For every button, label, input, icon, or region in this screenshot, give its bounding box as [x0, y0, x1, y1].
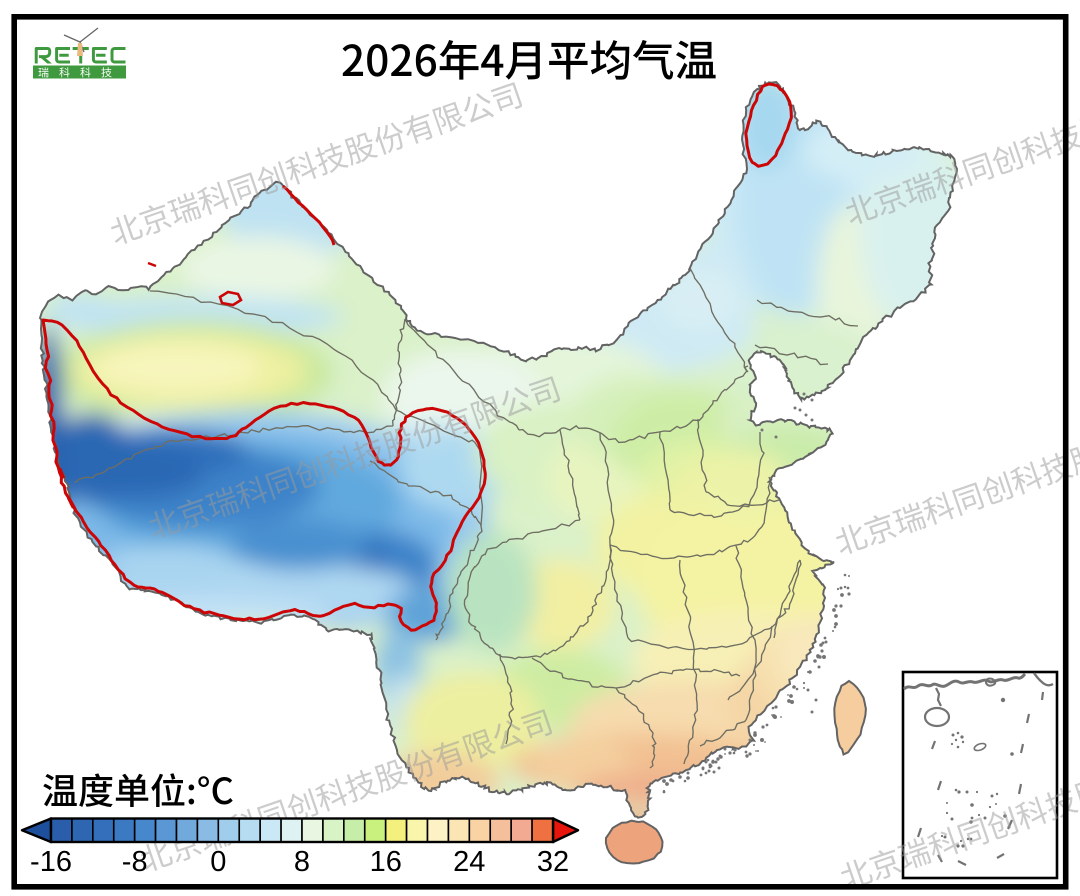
svg-text:-16: -16: [30, 846, 72, 878]
svg-text:16: 16: [370, 846, 402, 878]
svg-text:24: 24: [453, 846, 485, 878]
svg-text:0: 0: [210, 846, 226, 878]
svg-text:8: 8: [294, 846, 310, 878]
svg-text:32: 32: [537, 846, 569, 878]
svg-text:-8: -8: [122, 846, 148, 878]
